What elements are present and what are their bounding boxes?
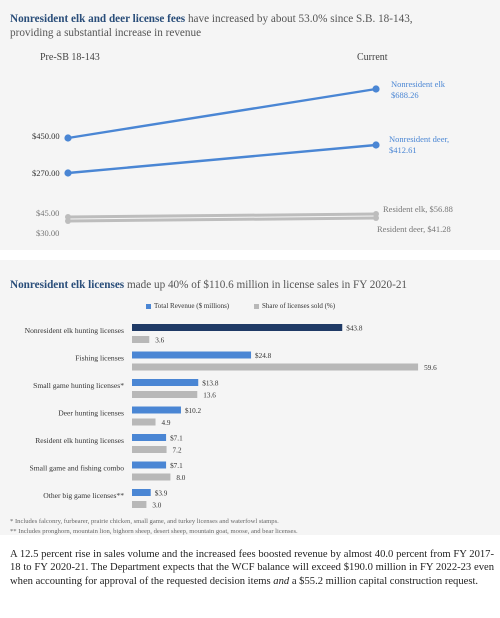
slope-point-nr-elk-start [64,134,72,142]
category-label-deer-hunting-licenses: Deer hunting licenses [58,409,124,418]
footnote-2: ** Includes pronghorn, mountain lion, bi… [10,528,298,535]
legend-share-label: Share of licenses sold (%) [262,302,336,310]
revenue-label-resident-elk-hunting-licenses: $7.1 [170,435,183,443]
slope-line-nr-deer [67,143,377,175]
label-nr-elk-name: Nonresident elk [391,79,446,89]
paragraph-text-1: A 12.5 percent rise in sales volume and … [10,549,494,587]
revenue-label-deer-hunting-licenses: $10.2 [185,407,202,415]
bar-chart-title: Nonresident elk licenses made up 40% of … [10,278,490,292]
revenue-bar-fishing-licenses [132,351,252,359]
share-bar-resident-elk-hunting-licenses [132,446,167,453]
legend-revenue-swatch [146,303,151,309]
label-nr-deer-start: $270.00 [32,168,60,178]
revenue-label-small-game-hunting-licenses: $13.8 [202,380,219,388]
label-r-deer-start: $30.00 [36,228,59,238]
bar-title-rest: made up 40% of $110.6 million in license… [124,279,408,291]
revenue-bar-small-game-and-fishing-combo [132,461,167,469]
slope-line-nr-elk [67,87,377,140]
share-bar-nonresident-elk-hunting-licenses [132,336,150,343]
revenue-bar-resident-elk-hunting-licenses [132,434,167,441]
category-label-nonresident-elk-hunting-licenses: Nonresident elk hunting licenses [25,326,124,335]
revenue-bar-deer-hunting-licenses [132,406,181,414]
bar-chart-panel: Nonresident elk licenses made up 40% of … [0,260,500,535]
label-nr-elk-start: $450.00 [32,131,60,141]
share-bar-fishing-licenses [132,363,419,371]
current-header: Current [357,52,388,63]
share-label-small-game-hunting-licenses: 13.6 [203,392,216,400]
slope-point-r-deer-start [65,218,71,224]
body-paragraph: A 12.5 percent rise in sales volume and … [10,548,494,588]
label-nr-deer-end: $412.61 [389,145,417,155]
category-label-small-game-hunting-licenses: Small game hunting licenses* [33,381,124,390]
pre-sb-header: Pre-SB 18-143 [40,52,100,63]
revenue-label-small-game-and-fishing-combo: $7.1 [170,462,183,470]
slope-point-r-deer-end [373,215,379,221]
category-label-other-big-game-licenses: Other big game licenses** [43,491,124,500]
slope-title-bold: Nonresident elk and deer license fees [10,13,186,25]
legend-share: Share of licenses sold (%) [254,302,335,310]
share-label-resident-elk-hunting-licenses: 7.2 [173,447,182,455]
label-r-elk-end: Resident elk, $56.88 [383,204,453,214]
slope-point-nr-elk-end [372,85,380,93]
revenue-bar-other-big-game-licenses [132,489,151,496]
revenue-bar-small-game-hunting-licenses [132,379,199,386]
paragraph-italic: and [273,575,290,587]
share-label-other-big-game-licenses: 3.0 [152,502,161,510]
slope-chart-panel: Nonresident elk and deer license fees ha… [0,0,500,250]
revenue-label-other-big-game-licenses: $3.9 [155,490,168,498]
share-label-deer-hunting-licenses: 4.9 [162,419,171,427]
share-bar-small-game-and-fishing-combo [132,473,171,481]
revenue-label-nonresident-elk-hunting-licenses: $43.8 [346,325,363,333]
label-nr-elk-end: $688.26 [391,90,419,100]
slope-point-nr-deer-start [64,169,72,177]
slope-title-rest-2: providing a substantial increase in reve… [10,27,202,39]
revenue-bar-nonresident-elk-hunting-licenses [132,324,343,331]
category-label-resident-elk-hunting-licenses: Resident elk hunting licenses [35,436,124,445]
label-nr-deer-name: Nonresident deer, [389,134,449,144]
legend-revenue: Total Revenue ($ millions) [146,302,229,310]
legend-share-swatch [254,303,259,309]
slope-line-r-deer [67,216,377,223]
paragraph-text-2: a $55.2 million capital construction req… [289,575,479,587]
revenue-label-fishing-licenses: $24.8 [255,352,272,360]
slope-title-rest-1: have increased by about 53.0% since S.B.… [185,13,413,25]
footnote-1: * Includes falconry, furbearer, prairie … [10,518,279,525]
slope-point-nr-deer-end [372,141,380,149]
label-r-elk-start: $45.00 [36,208,59,218]
slope-line-r-elk [67,212,377,219]
slope-chart-plot: $450.00 Nonresident elk $688.26 $270.00 … [32,79,453,238]
share-label-fishing-licenses: 59.6 [424,364,437,372]
label-r-deer-end: Resident deer, $41.28 [377,224,451,234]
legend-revenue-label: Total Revenue ($ millions) [154,302,230,310]
share-label-nonresident-elk-hunting-licenses: 3.6 [155,337,164,345]
slope-chart-title: Nonresident elk and deer license fees ha… [10,12,490,40]
category-label-fishing-licenses: Fishing licenses [75,354,124,363]
share-bar-small-game-hunting-licenses [132,391,198,398]
share-bar-deer-hunting-licenses [132,418,156,426]
share-label-small-game-and-fishing-combo: 8.0 [176,474,185,482]
category-label-small-game-and-fishing-combo: Small game and fishing combo [30,464,125,473]
bar-chart-plot: Nonresident elk hunting licenses $43.8 3.6… [25,324,437,510]
bar-title-bold: Nonresident elk licenses [10,279,125,291]
share-bar-other-big-game-licenses [132,501,147,508]
